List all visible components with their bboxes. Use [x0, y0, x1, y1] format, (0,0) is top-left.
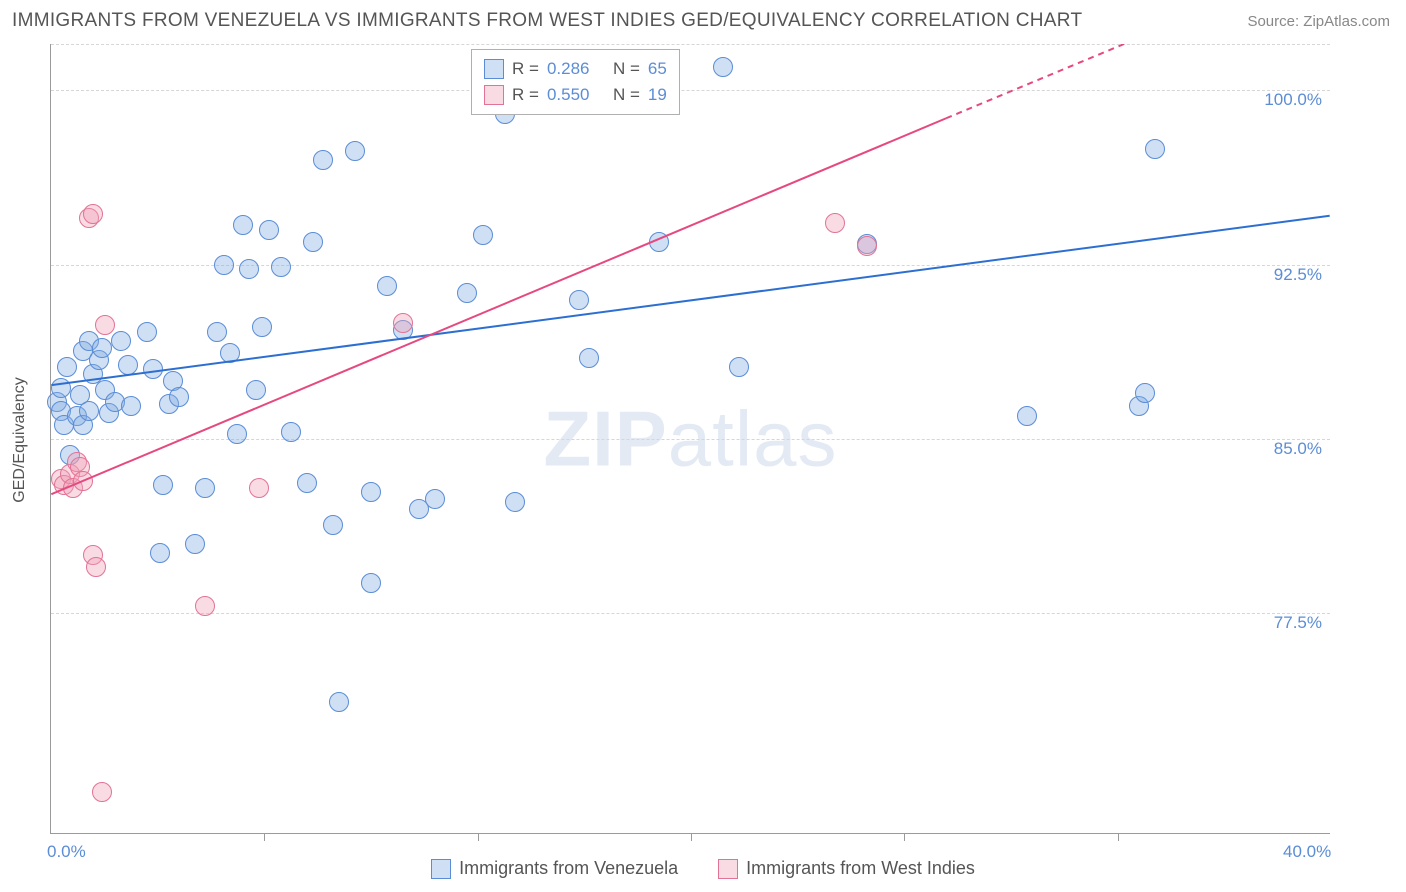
- data-point: [195, 596, 215, 616]
- plot-area: ZIPatlas R =0.286N =65R =0.550N =19 77.5…: [50, 44, 1330, 834]
- y-axis-label: GED/Equivalency: [11, 377, 29, 502]
- y-tick-label: 92.5%: [1242, 265, 1322, 285]
- data-point: [425, 489, 445, 509]
- x-minor-tick: [478, 833, 479, 841]
- data-point: [185, 534, 205, 554]
- data-point: [92, 338, 112, 358]
- data-point: [377, 276, 397, 296]
- data-point: [361, 573, 381, 593]
- data-point: [505, 492, 525, 512]
- legend-swatch: [718, 859, 738, 879]
- legend-r-value: 0.550: [547, 82, 605, 108]
- y-tick-label: 77.5%: [1242, 613, 1322, 633]
- data-point: [1135, 383, 1155, 403]
- data-point: [239, 259, 259, 279]
- chart-title: IMMIGRANTS FROM VENEZUELA VS IMMIGRANTS …: [12, 10, 1082, 32]
- data-point: [361, 482, 381, 502]
- data-point: [51, 378, 71, 398]
- legend-n-value: 19: [648, 82, 667, 108]
- data-point: [259, 220, 279, 240]
- data-point: [457, 283, 477, 303]
- data-point: [281, 422, 301, 442]
- legend-n-value: 65: [648, 56, 667, 82]
- data-point: [92, 782, 112, 802]
- legend-row: R = 0.286 N = 65: [484, 56, 667, 82]
- correlation-legend: R = 0.286 N = 65 R = 0.550 N = 19: [471, 49, 680, 115]
- legend-item: Immigrants from Venezuela: [431, 858, 678, 879]
- data-point: [729, 357, 749, 377]
- data-point: [195, 478, 215, 498]
- data-point: [313, 150, 333, 170]
- data-point: [143, 359, 163, 379]
- data-point: [150, 543, 170, 563]
- legend-r-value: 0.286: [547, 56, 605, 82]
- source-label: Source: ZipAtlas.com: [1247, 13, 1390, 30]
- data-point: [207, 322, 227, 342]
- data-point: [303, 232, 323, 252]
- x-minor-tick: [904, 833, 905, 841]
- legend-item: Immigrants from West Indies: [718, 858, 975, 879]
- data-point: [214, 255, 234, 275]
- data-point: [111, 331, 131, 351]
- data-point: [297, 473, 317, 493]
- data-point: [473, 225, 493, 245]
- data-point: [329, 692, 349, 712]
- data-point: [579, 348, 599, 368]
- legend-swatch: [484, 59, 504, 79]
- legend-r-label: R =: [512, 82, 539, 108]
- data-point: [79, 401, 99, 421]
- gridline-h: [51, 44, 1330, 45]
- data-point: [121, 396, 141, 416]
- gridline-h: [51, 613, 1330, 614]
- data-point: [825, 213, 845, 233]
- x-minor-tick: [264, 833, 265, 841]
- data-point: [169, 387, 189, 407]
- legend-series-name: Immigrants from West Indies: [746, 858, 975, 879]
- data-point: [323, 515, 343, 535]
- data-point: [227, 424, 247, 444]
- data-point: [220, 343, 240, 363]
- legend-n-label: N =: [613, 82, 640, 108]
- data-point: [95, 315, 115, 335]
- data-point: [252, 317, 272, 337]
- data-point: [83, 204, 103, 224]
- legend-series-name: Immigrants from Venezuela: [459, 858, 678, 879]
- gridline-h: [51, 90, 1330, 91]
- data-point: [393, 313, 413, 333]
- data-point: [345, 141, 365, 161]
- data-point: [118, 355, 138, 375]
- data-point: [153, 475, 173, 495]
- data-point: [713, 57, 733, 77]
- y-tick-label: 100.0%: [1242, 90, 1322, 110]
- legend-swatch: [431, 859, 451, 879]
- x-minor-tick: [691, 833, 692, 841]
- data-point: [57, 357, 77, 377]
- data-point: [86, 557, 106, 577]
- data-point: [246, 380, 266, 400]
- data-point: [1017, 406, 1037, 426]
- data-point: [73, 471, 93, 491]
- data-point: [569, 290, 589, 310]
- data-point: [271, 257, 291, 277]
- x-minor-tick: [1118, 833, 1119, 841]
- data-point: [137, 322, 157, 342]
- y-tick-label: 85.0%: [1242, 439, 1322, 459]
- legend-n-label: N =: [613, 56, 640, 82]
- data-point: [249, 478, 269, 498]
- data-point: [857, 236, 877, 256]
- legend-swatch: [484, 85, 504, 105]
- legend-row: R = 0.550 N = 19: [484, 82, 667, 108]
- legend-r-label: R =: [512, 56, 539, 82]
- data-point: [1145, 139, 1165, 159]
- series-legend: Immigrants from Venezuela Immigrants from…: [0, 858, 1406, 879]
- data-point: [649, 232, 669, 252]
- data-point: [233, 215, 253, 235]
